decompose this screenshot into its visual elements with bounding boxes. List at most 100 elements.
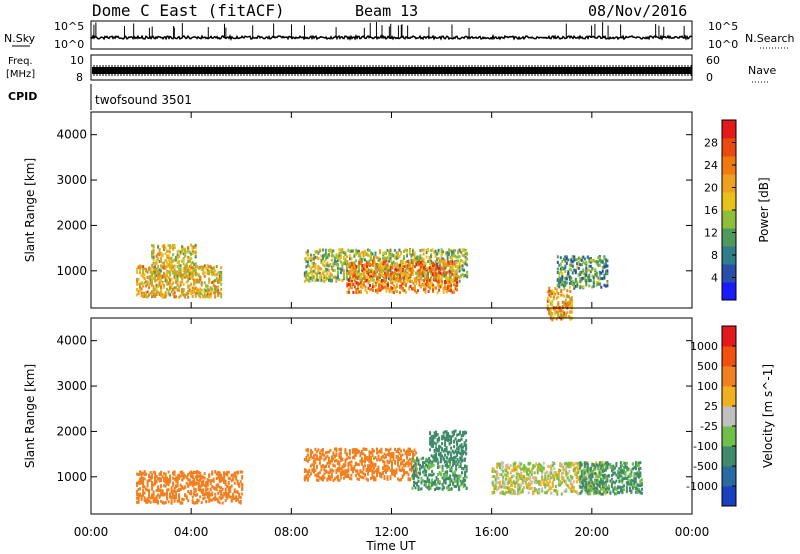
power-cell [466, 270, 469, 274]
velocity-cell [536, 469, 539, 473]
power-cell [385, 251, 387, 255]
velocity-cell [143, 499, 146, 502]
velocity-cell [420, 487, 423, 491]
velocity-cell [368, 454, 371, 458]
power-cell [368, 259, 371, 263]
velocity-cell [338, 478, 341, 482]
velocity-cell [229, 477, 232, 481]
power-cell [574, 277, 577, 281]
velocity-cell [362, 468, 365, 472]
velocity-cell [493, 487, 496, 491]
power-cell [347, 248, 350, 252]
power-cell [560, 313, 563, 317]
velocity-cell [533, 464, 536, 468]
velocity-cell [524, 477, 527, 481]
power-cell [314, 267, 317, 271]
power-cell [167, 255, 170, 259]
power-cell [318, 275, 321, 279]
power-cell [158, 260, 161, 263]
velocity-cell [236, 479, 239, 483]
velocity-cell [230, 479, 233, 483]
power-cell [182, 293, 185, 297]
velocity-cell [394, 461, 396, 465]
power-cell [376, 263, 379, 266]
power-cell [409, 277, 411, 281]
velocity-cell [438, 480, 441, 484]
velocity-cell [336, 478, 339, 482]
velocity-cell [544, 478, 547, 481]
power-cell [588, 264, 591, 268]
power-cell [352, 290, 355, 294]
power-cell [442, 266, 445, 269]
velocity-cell [306, 470, 309, 474]
power-cell [158, 250, 161, 254]
power-cell [324, 275, 327, 279]
velocity-cell [429, 436, 432, 440]
cpid-label: CPID [8, 90, 37, 103]
power-cell [603, 273, 606, 277]
power-cell [558, 275, 561, 279]
power-cell [433, 275, 436, 279]
velocity-cell [459, 456, 462, 460]
velocity-cell [442, 436, 445, 440]
velocity-cell [535, 488, 538, 492]
power-cell [466, 275, 469, 279]
velocity-cell [155, 499, 158, 503]
power-cell [163, 244, 166, 247]
power-cell [320, 273, 323, 277]
velocity-cell [158, 488, 161, 492]
power-cell [169, 260, 172, 264]
power-cell [556, 255, 559, 259]
velocity-cell [503, 485, 506, 489]
power-cell [603, 263, 606, 267]
velocity-cell [342, 470, 345, 474]
power-cell [193, 272, 196, 275]
power-cell [432, 267, 435, 271]
velocity-cell [386, 475, 389, 479]
velocity-cell [158, 494, 161, 498]
velocity-cell [503, 468, 506, 472]
velocity-cell [550, 464, 553, 468]
velocity-cell [211, 491, 214, 495]
power-cell [603, 255, 606, 259]
velocity-cell [386, 477, 389, 481]
velocity-cell [397, 455, 399, 459]
power-cell [400, 252, 402, 256]
velocity-cell [523, 479, 526, 482]
velocity-cell [444, 438, 447, 442]
velocity-cell [342, 464, 345, 468]
power-cell [173, 286, 176, 290]
velocity-cell [341, 457, 344, 461]
velocity-cell [462, 477, 465, 481]
velocity-cell [344, 471, 347, 475]
velocity-cell [428, 467, 431, 471]
power-cell [169, 270, 172, 274]
power-cell [220, 272, 223, 276]
power-cell [145, 294, 148, 298]
velocity-cell [553, 489, 556, 492]
velocity-cell [456, 433, 459, 437]
power-cell [160, 269, 163, 273]
velocity-cell [462, 467, 465, 471]
velocity-cell [227, 492, 230, 496]
velocity-cell [200, 474, 203, 478]
velocity-cell [339, 447, 342, 451]
power-cell [448, 284, 451, 288]
power-cell [548, 286, 551, 290]
velocity-cell [461, 471, 464, 475]
velocity-cell [173, 496, 176, 500]
velocity-cell [333, 464, 336, 468]
velocity-cell [169, 477, 172, 481]
velocity-cell [214, 492, 217, 496]
velocity-cell [356, 471, 359, 475]
velocity-cell [518, 473, 521, 477]
velocity-cell [565, 473, 568, 477]
power-cell [420, 260, 422, 264]
velocity-cell [235, 499, 238, 502]
power-cell [565, 256, 568, 260]
power-cell [385, 267, 388, 271]
velocity-cell [430, 454, 433, 458]
power-cell [546, 304, 549, 308]
power-cell [190, 257, 193, 261]
velocity-cell [407, 477, 410, 481]
